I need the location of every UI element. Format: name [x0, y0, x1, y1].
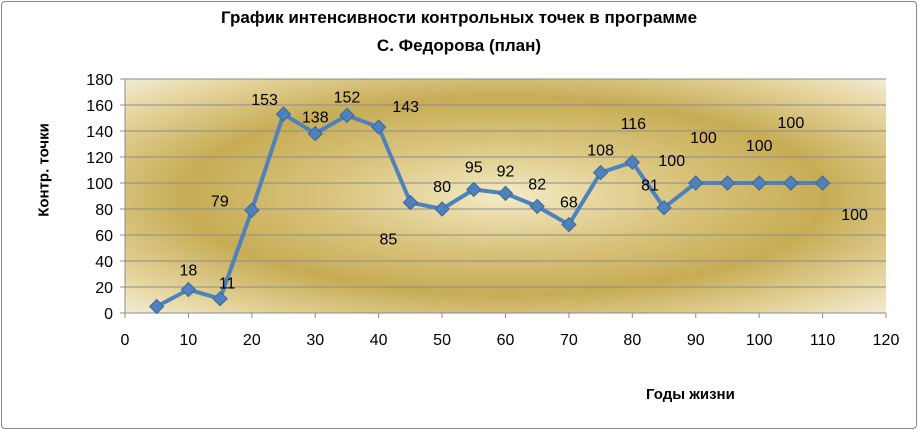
- data-point-marker: [719, 175, 736, 191]
- data-label: 82: [528, 176, 546, 193]
- data-label: 108: [587, 143, 614, 160]
- y-tick-label: 40: [95, 254, 113, 271]
- x-tick-label: 50: [433, 332, 451, 349]
- data-label: 11: [219, 276, 236, 293]
- data-point-marker: [402, 194, 419, 211]
- data-point-marker: [624, 154, 641, 170]
- data-point-marker: [180, 281, 197, 298]
- data-point-marker: [466, 181, 482, 198]
- data-point-marker: [149, 298, 165, 315]
- y-tick-label: 60: [95, 228, 113, 245]
- data-point-marker: [370, 119, 387, 135]
- x-tick-label: 80: [623, 332, 641, 349]
- data-label: 100: [841, 207, 868, 224]
- x-tick-label: 20: [243, 332, 261, 349]
- x-tick-label: 110: [810, 332, 836, 349]
- data-point-marker: [592, 164, 609, 181]
- data-label: 153: [251, 92, 278, 109]
- y-tick-label: 100: [86, 176, 113, 193]
- data-point-marker: [561, 216, 577, 233]
- chart-title-line2: С. Федорова (план): [376, 36, 542, 55]
- data-point-marker: [497, 185, 514, 202]
- data-label: 100: [658, 153, 685, 170]
- data-point-marker: [529, 198, 545, 215]
- y-tick-label: 140: [86, 124, 113, 141]
- data-label: 138: [302, 110, 329, 127]
- x-tick-label: 70: [560, 332, 578, 349]
- data-label: 80: [433, 179, 451, 196]
- data-point-marker: [814, 175, 831, 191]
- data-point-marker: [244, 202, 260, 219]
- x-tick-label: 0: [121, 332, 130, 349]
- x-tick-label: 40: [370, 332, 388, 349]
- data-point-marker: [275, 106, 292, 122]
- y-tick-label: 20: [95, 280, 113, 297]
- y-tick-label: 0: [104, 306, 113, 323]
- y-tick-label: 120: [86, 150, 113, 167]
- x-axis-label: Годы жизни: [646, 386, 735, 403]
- data-point-marker: [656, 199, 672, 216]
- data-label: 152: [334, 89, 361, 106]
- data-label: 85: [379, 232, 397, 249]
- x-tick-label: 10: [180, 332, 198, 349]
- data-label: 100: [746, 138, 773, 155]
- data-label: 143: [392, 99, 419, 116]
- chart-title-line1: График интенсивности контрольных точек в…: [220, 8, 698, 27]
- data-point-marker: [339, 107, 355, 124]
- data-point-marker: [751, 175, 767, 191]
- y-tick-label: 160: [86, 98, 113, 115]
- data-label: 81: [641, 178, 659, 195]
- y-tick-label: 180: [86, 72, 113, 89]
- x-tick-label: 90: [687, 332, 705, 349]
- data-label: 79: [211, 193, 229, 210]
- y-tick-label: 80: [95, 202, 113, 219]
- data-point-marker: [434, 201, 450, 217]
- data-label: 92: [497, 163, 515, 180]
- data-label: 95: [465, 160, 483, 177]
- x-tick-label: 60: [497, 332, 515, 349]
- data-point-marker: [688, 175, 704, 191]
- data-label: 116: [621, 116, 647, 133]
- data-label: 18: [180, 263, 198, 280]
- data-point-marker: [212, 290, 228, 307]
- series-line: [155, 112, 823, 309]
- data-point-marker: [783, 175, 799, 191]
- data-label: 68: [560, 195, 578, 212]
- x-tick-label: 30: [306, 332, 324, 349]
- data-point-marker: [307, 125, 323, 142]
- data-label: 100: [690, 130, 717, 147]
- x-tick-label: 100: [746, 332, 773, 349]
- x-tick-label: 120: [873, 332, 900, 349]
- data-label: 100: [778, 115, 805, 132]
